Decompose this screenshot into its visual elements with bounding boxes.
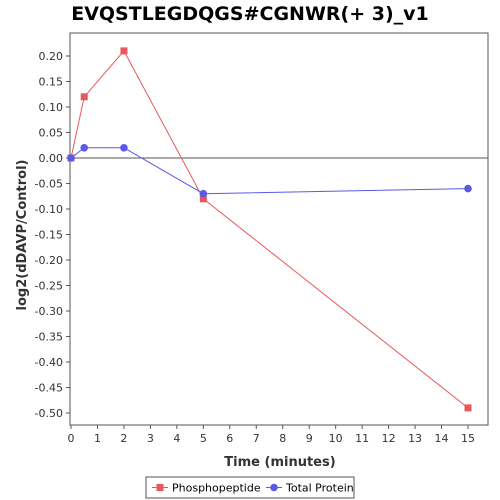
y-tick-label: -0.40 — [35, 356, 63, 369]
x-tick-label: 10 — [329, 432, 343, 445]
x-tick-label: 12 — [382, 432, 396, 445]
data-point-circle — [120, 144, 128, 152]
legend: Phosphopeptide Total Protein — [145, 476, 355, 499]
x-tick-label: 6 — [226, 432, 233, 445]
y-tick-label: -0.10 — [35, 203, 63, 216]
y-tick-label: -0.05 — [35, 178, 63, 191]
legend-marker-circle — [270, 483, 278, 492]
x-tick-label: 0 — [68, 432, 75, 445]
legend-label-2: Total Protein — [285, 482, 354, 495]
y-tick-label: 0.10 — [39, 101, 64, 114]
y-tick-label: -0.15 — [35, 229, 63, 242]
x-tick-label: 1 — [94, 432, 101, 445]
x-axis-label: Time (minutes) — [224, 455, 335, 470]
y-tick-label: 0.00 — [39, 152, 64, 165]
chart-title: EVQSTLEGDQGS#CGNWR(+ 3)_v1 — [71, 3, 429, 25]
y-tick-label: -0.50 — [35, 407, 63, 420]
x-tick-label: 13 — [408, 432, 422, 445]
data-point-circle — [67, 154, 75, 162]
y-tick-label: -0.45 — [35, 382, 63, 395]
y-tick-label: -0.30 — [35, 305, 63, 318]
data-point-square — [464, 404, 472, 412]
x-tick-label: 8 — [279, 432, 286, 445]
data-point-circle — [80, 144, 89, 152]
plot-area: 0.20 0.15 0.10 0.05 0.00 -0.05 -0.10 -0.15 -0.20… — [35, 32, 489, 445]
x-tick-label: 11 — [355, 432, 369, 445]
legend-label-1: Phosphopeptide — [172, 482, 261, 495]
y-tick-label: -0.25 — [35, 280, 63, 293]
x-tick-label: 9 — [306, 432, 313, 445]
y-tick-label: -0.35 — [35, 331, 63, 344]
legend-box — [145, 476, 355, 499]
x-tick-label: 2 — [120, 432, 127, 445]
plot-frame — [69, 32, 489, 426]
y-tick-label: 0.15 — [39, 76, 64, 89]
data-point-square — [199, 195, 207, 203]
x-tick-label: 7 — [253, 432, 260, 445]
data-point-circle — [464, 184, 472, 193]
data-point-square — [120, 47, 128, 55]
legend-marker-square — [156, 484, 164, 491]
x-tick-label: 14 — [435, 432, 449, 445]
x-tick-label: 15 — [461, 432, 475, 445]
y-tick-label: 0.20 — [39, 50, 64, 63]
data-point-circle — [199, 189, 208, 198]
x-tick-label: 4 — [173, 432, 180, 445]
y-axis-label: log2(dDAVP/Control) — [15, 160, 30, 311]
data-point-square — [80, 93, 88, 101]
x-tick-label: 3 — [147, 432, 154, 445]
y-tick-label: -0.20 — [35, 254, 63, 267]
x-tick-label: 5 — [200, 432, 207, 445]
y-tick-label: 0.05 — [39, 127, 64, 140]
